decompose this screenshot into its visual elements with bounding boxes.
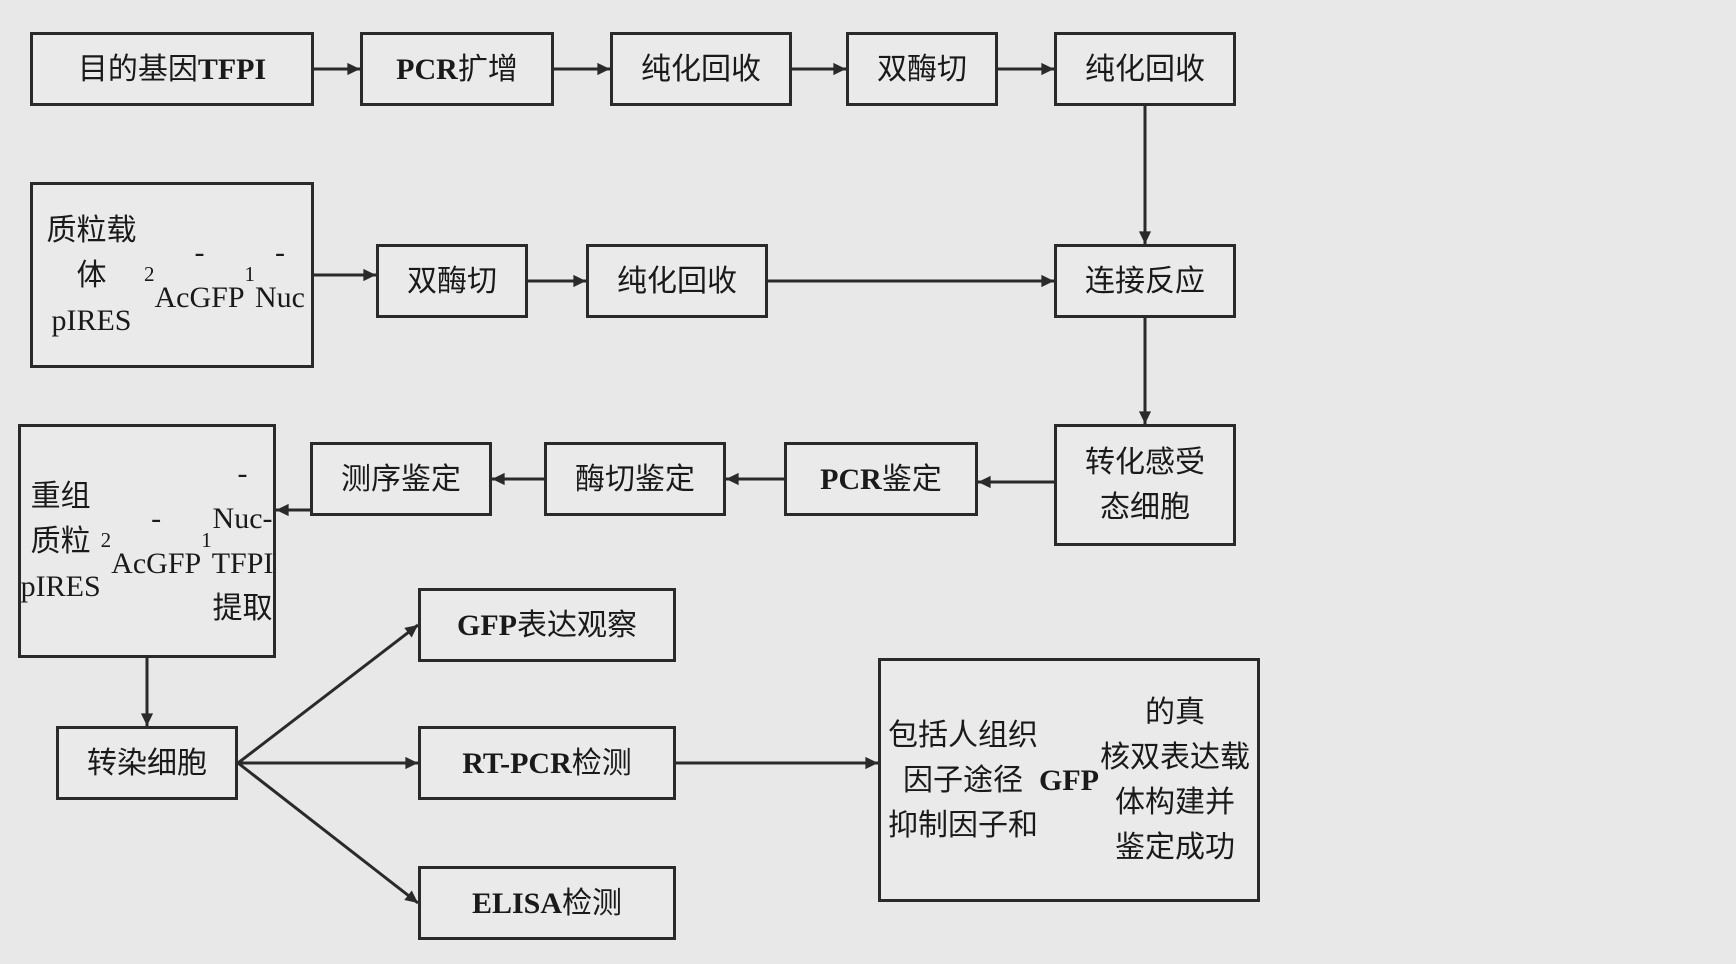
flowchart-edge-13 [127,638,167,746]
flowchart-node-n6: 质粒载体pIRES2-AcGFP1-Nuc [30,182,314,368]
flowchart-edge-2 [772,49,866,89]
flowchart-node-n18: ELISA 检测 [418,866,676,940]
flowchart-node-n13: 测序鉴定 [310,442,492,516]
flowchart-edge-7 [748,261,1074,301]
flowchart-node-n8: 纯化回收 [586,244,768,318]
flowchart-edge-11 [472,459,564,499]
flowchart-edge-0 [294,49,380,89]
flowchart-edge-16 [218,743,438,923]
flowchart-edge-8 [1125,298,1165,444]
flowchart-node-n2: PCR 扩增 [360,32,554,106]
flowchart-edge-3 [978,49,1074,89]
flowchart-edge-5 [294,255,396,295]
flowchart-node-n17: RT-PCR 检测 [418,726,676,800]
flowchart-node-n7: 双酶切 [376,244,528,318]
flowchart-node-n16: GFP 表达观察 [418,588,676,662]
flowchart-edge-12 [256,490,330,530]
flowchart-node-n12: 酶切鉴定 [544,442,726,516]
flowchart-edge-1 [534,49,630,89]
flowchart-edge-17 [656,743,898,783]
flowchart-node-n3: 纯化回收 [610,32,792,106]
flowchart-edge-4 [1125,86,1165,264]
flowchart-edge-10 [706,459,804,499]
flowchart-node-n19: 包括人组织因子途径抑制因子和 GFP 的真核双表达载体构建并鉴定成功 [878,658,1260,902]
flowchart-node-n4: 双酶切 [846,32,998,106]
flowchart-node-n11: PCR 鉴定 [784,442,978,516]
flowchart-edge-9 [958,462,1074,502]
flowchart-node-n1: 目的基因 TFPI [30,32,314,106]
flowchart-edge-6 [508,261,606,301]
